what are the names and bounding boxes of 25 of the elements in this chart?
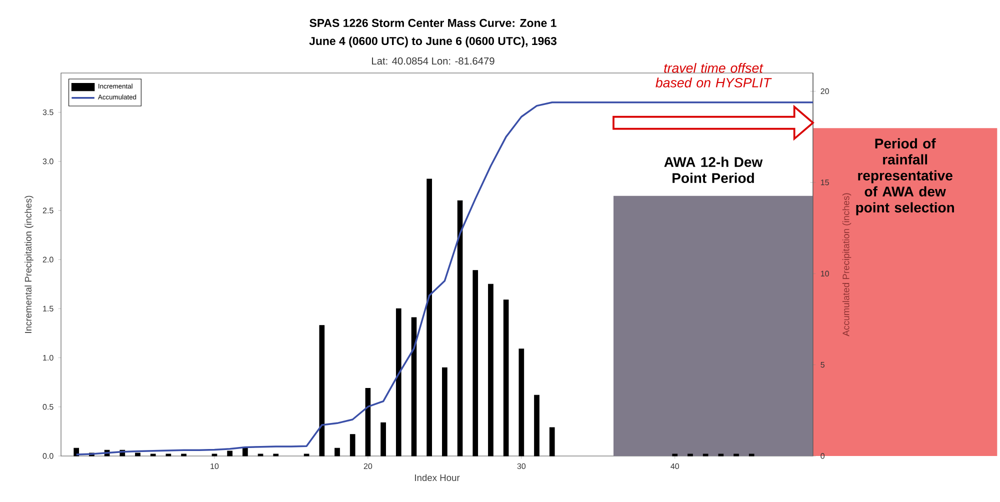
annotation: travel time offset based on HYSPLIT [656, 62, 772, 88]
x-tick-label: 30 [517, 463, 526, 470]
x-tick-label: 10 [210, 463, 219, 470]
y-tick-label: 0.0 [42, 453, 54, 459]
y2-tick-label: 20 [820, 88, 829, 94]
band-label: Period of rainfall representative of AWA dew point selection [856, 138, 954, 216]
text: Lat: 40.0854 Lon: -81.6479 [372, 57, 494, 65]
y-tick-label: 3.5 [42, 109, 54, 116]
y-axis-title: Incremental Precipitation (inches) [24, 196, 34, 333]
y-tick-label: 1.0 [43, 354, 54, 361]
y2-axis-title: Accumulated Precipitation (inches) [842, 193, 852, 336]
chart-title: SPAS 1226 Storm Center Mass Curve: Zone 1 [310, 18, 556, 28]
y-tick-label: 2.5 [42, 208, 54, 214]
x-tick-label: 40 [670, 463, 680, 470]
x-axis-title: Index Hour [415, 474, 460, 482]
band-label: AWA 12-h Dew Point Period [664, 156, 763, 184]
chart-subtitle: June 4 (0600 UTC) to June 6 (0600 UTC), 1963 [309, 36, 557, 48]
y-tick-label: 2.0 [42, 256, 54, 262]
y-tick-label: 3.0 [42, 158, 54, 164]
y2-tick-label: 15 [820, 180, 829, 186]
y-tick-label: 1.5 [43, 306, 54, 312]
y-tick-label: 0.5 [42, 404, 54, 410]
y2-tick-label: 10 [820, 270, 829, 276]
x-tick-label: 20 [364, 463, 372, 470]
y2-tick-label: 5 [820, 362, 824, 368]
